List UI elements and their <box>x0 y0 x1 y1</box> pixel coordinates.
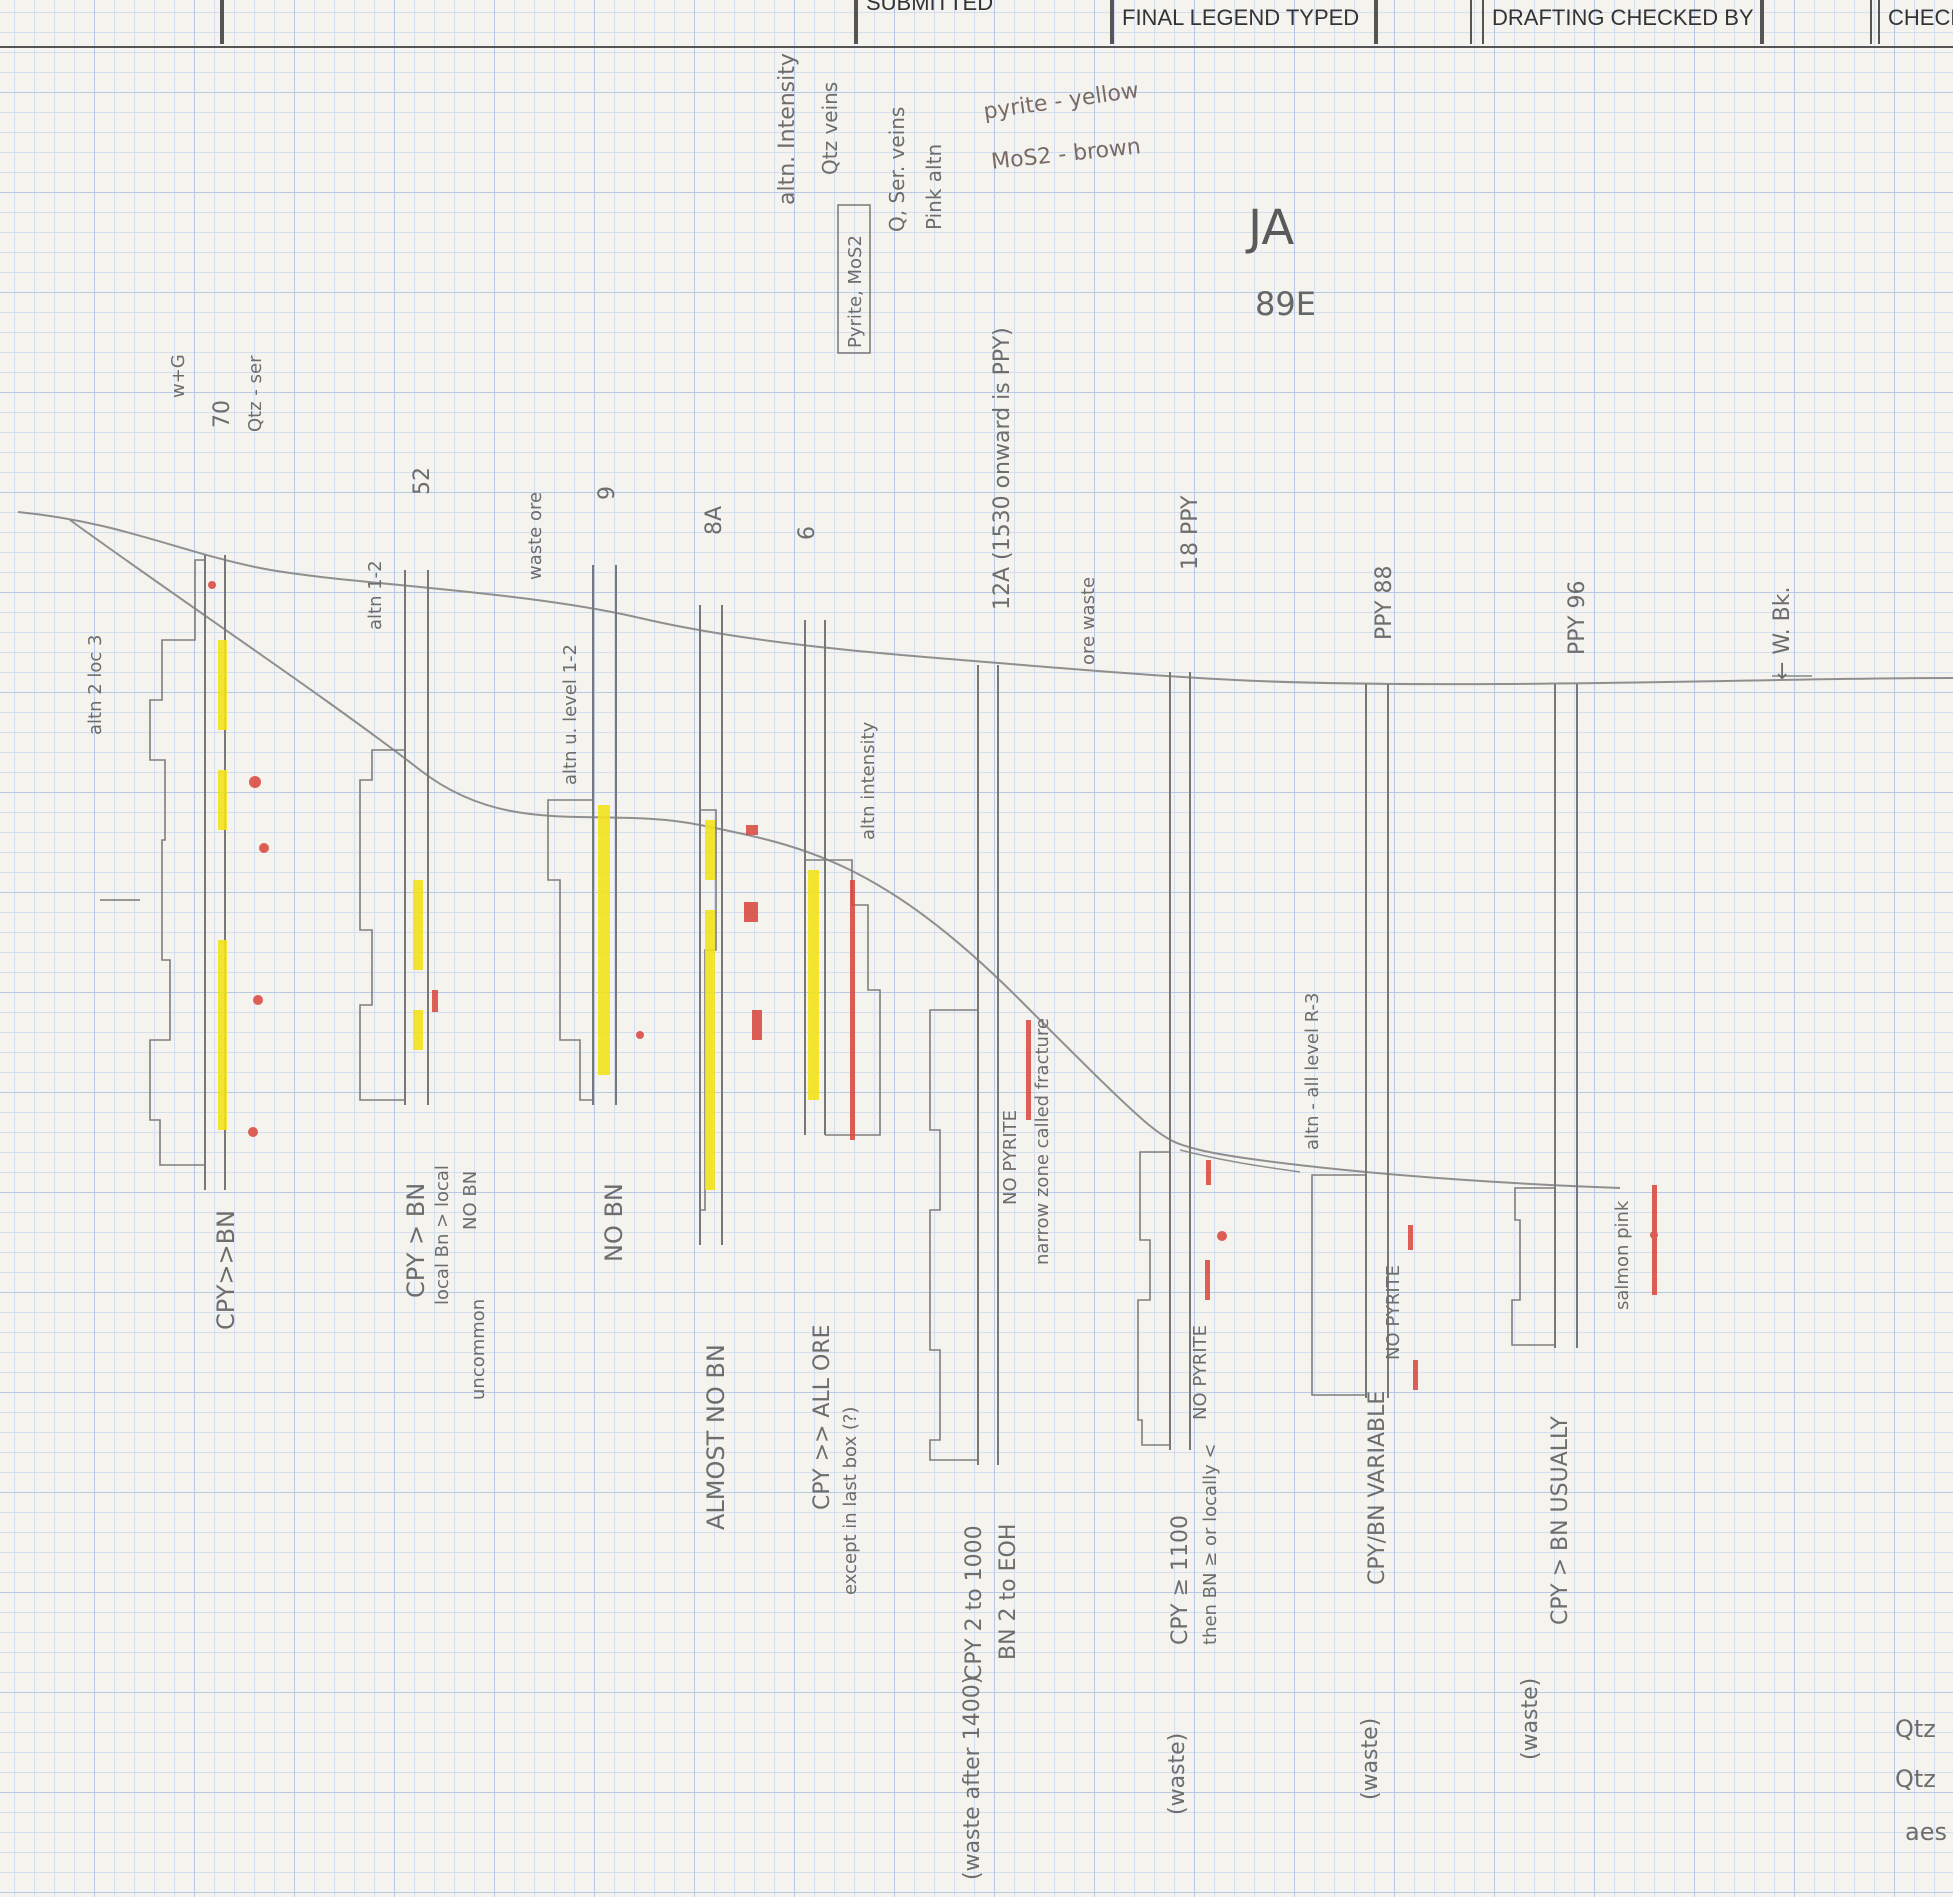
hole-6-label: 6 <box>795 526 820 540</box>
level-line-upper <box>69 519 1621 1189</box>
hole-6-extra: altn intensity <box>858 721 879 840</box>
hole-52-note: CPY > BN <box>402 1182 430 1298</box>
hole-52-note3: NO BN <box>460 1170 481 1230</box>
hole-12a-note2: BN 2 to EOH <box>996 1523 1021 1660</box>
alteration-profile-52 <box>359 749 405 1101</box>
margin-qtz-2: Qtz <box>1895 1765 1936 1793</box>
hole-96-note3: salmon pink <box>1612 1200 1633 1310</box>
alteration-profile-9 <box>547 799 593 1101</box>
hole-18-note2: then BN ≥ or locally < <box>1200 1443 1221 1645</box>
hole-70-label: 70 <box>210 400 235 428</box>
hole-18-label: 18 PPY <box>1178 495 1203 570</box>
alteration-profile-18 <box>1137 1151 1170 1446</box>
margin-aes: aes <box>1905 1818 1947 1846</box>
hole-9-extra: waste ore <box>525 491 546 580</box>
note-q-ser-veins: Q, Ser. veins <box>885 106 909 232</box>
title-block: SUBMITTED FINAL LEGEND TYPED DRAFTING CH… <box>0 0 1953 48</box>
corner-mark-ja: JA <box>1248 200 1295 256</box>
hole-12a-note3: (waste after 1400) <box>960 1675 985 1880</box>
hole-12a-note4: NO PYRITE <box>1000 1110 1021 1205</box>
hole-96-note: CPY > BN USUALLY <box>1548 1416 1573 1625</box>
hole-18-note3: (waste) <box>1165 1732 1190 1815</box>
hole-96-label: PPY 96 <box>1565 580 1590 655</box>
note-w-bk: ← W. Bk. <box>1770 586 1795 680</box>
hole-88-note3: NO PYRITE <box>1383 1265 1404 1360</box>
hole-12a-note: CPY 2 to 1000 <box>962 1525 987 1680</box>
hole-70-note: CPY>>BN <box>212 1210 240 1330</box>
hole-70-extra2: w+G <box>168 354 189 398</box>
title-cell-blank-1 <box>0 0 222 44</box>
hole-6-note: CPY >> ALL ORE <box>810 1324 835 1511</box>
margin-qtz-1: Qtz <box>1895 1715 1936 1743</box>
level-line-lower <box>1179 1149 1301 1173</box>
hole-52-note4: uncommon <box>468 1298 489 1400</box>
hole-12a-note5: narrow zone called fracture <box>1032 1017 1053 1265</box>
hole-52-label: 52 <box>410 467 435 495</box>
hole-8a-label: 8A <box>702 505 727 535</box>
note-altn-intensity: altn. Intensity <box>775 53 800 205</box>
note-qtz-veins: Qtz veins <box>818 81 842 175</box>
hole-8a-note: ALMOST NO BN <box>702 1344 730 1530</box>
hole-70-extra: Qtz - ser <box>245 355 266 432</box>
ground-surface-line <box>17 511 1953 686</box>
hole-52-note2: local Bn > local <box>432 1165 453 1305</box>
hole-88-note: CPY/BN VARIABLE <box>1365 1390 1390 1585</box>
alteration-profile-70 <box>149 559 205 1166</box>
title-cell-blank-2 <box>222 0 856 44</box>
title-cell-blank-3 <box>1376 0 1472 44</box>
hole-9-label: 9 <box>595 486 620 500</box>
alteration-profile-88 <box>1311 1174 1366 1396</box>
hole-18-note5: altn - all level R-3 <box>1302 992 1323 1150</box>
hole-70-alt-note: altn 2 loc 3 <box>85 634 106 735</box>
title-cell-submitted: SUBMITTED <box>856 0 1112 44</box>
title-cell-final-legend: FINAL LEGEND TYPED <box>1112 0 1376 44</box>
alteration-profile-6 <box>805 859 881 1136</box>
alteration-profile-96 <box>1511 1187 1555 1346</box>
title-cell-blank-4 <box>1762 0 1872 44</box>
alteration-profile-12A <box>929 1009 978 1461</box>
title-cell-check: CHECK <box>1878 0 1953 44</box>
hole-18-note: CPY ≥ 1100 <box>1168 1515 1193 1645</box>
hole-6-note2: except in last box (?) <box>840 1406 861 1595</box>
hole-18-note4: NO PYRITE <box>1190 1325 1211 1420</box>
title-cell-drafting-checked: DRAFTING CHECKED BY <box>1482 0 1762 44</box>
note-box-pyrite-mos2 <box>837 204 871 354</box>
corner-number: 89E <box>1255 285 1316 323</box>
note-pyrite-mos2: Pyrite, MoS2 <box>845 235 866 348</box>
hole-18-extra: ore waste <box>1078 576 1099 665</box>
hole-9-extra2: altn u. level 1-2 <box>560 644 581 785</box>
hole-88-note2: (waste) <box>1358 1717 1383 1800</box>
note-pink-altn: Pink altn <box>922 143 946 230</box>
hole-9-note: NO BN <box>600 1183 628 1262</box>
hole-52-extra: altn 1-2 <box>365 560 386 630</box>
hole-96-note2: (waste) <box>1518 1677 1543 1760</box>
hole-12a-label: 12A (1530 onward is PPY) <box>990 327 1015 610</box>
hole-88-label: PPY 88 <box>1372 565 1397 640</box>
